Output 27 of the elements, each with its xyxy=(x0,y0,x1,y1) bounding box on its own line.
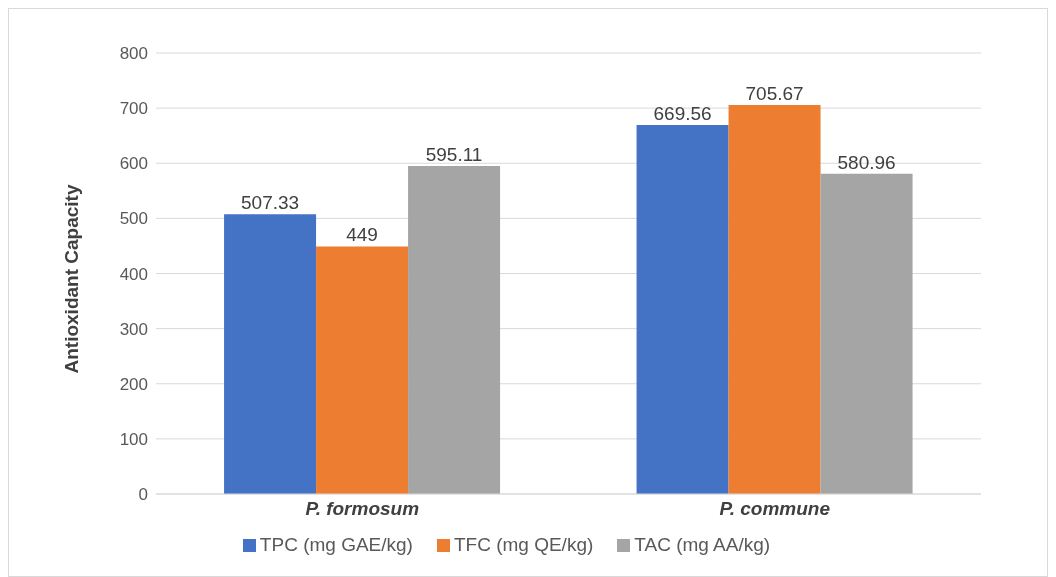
data-label: 705.67 xyxy=(745,83,804,104)
y-tick-label: 0 xyxy=(138,485,148,505)
data-label: 669.56 xyxy=(653,102,712,124)
data-label: 449 xyxy=(346,224,378,246)
y-axis-title: Antioxidant Capacity xyxy=(60,184,82,374)
x-tick-label: P. formosum xyxy=(305,498,420,520)
y-tick-label: 200 xyxy=(119,374,148,394)
legend-label: TFC (mg QE/kg) xyxy=(453,534,594,555)
data-label: 580.96 xyxy=(837,151,896,173)
y-tick-label: 600 xyxy=(119,154,148,174)
y-tick-label: 400 xyxy=(119,264,148,284)
data-label: 595.11 xyxy=(425,143,483,165)
y-tick-label: 500 xyxy=(119,209,148,229)
bar xyxy=(224,214,317,494)
legend-label: TAC (mg AA/kg) xyxy=(634,534,771,555)
legend-label: TPC (mg GAE/kg) xyxy=(259,534,413,555)
x-tick-label: P. commune xyxy=(719,498,831,520)
bar xyxy=(316,246,409,494)
bar xyxy=(408,165,501,494)
y-tick-label: 300 xyxy=(119,319,148,339)
y-tick-label: 800 xyxy=(119,44,148,64)
y-tick-label: 100 xyxy=(119,429,148,449)
bar xyxy=(728,105,821,494)
y-tick-label: 700 xyxy=(119,99,148,119)
bar xyxy=(636,124,729,494)
bar xyxy=(820,173,913,494)
data-label: 507.33 xyxy=(241,192,300,214)
